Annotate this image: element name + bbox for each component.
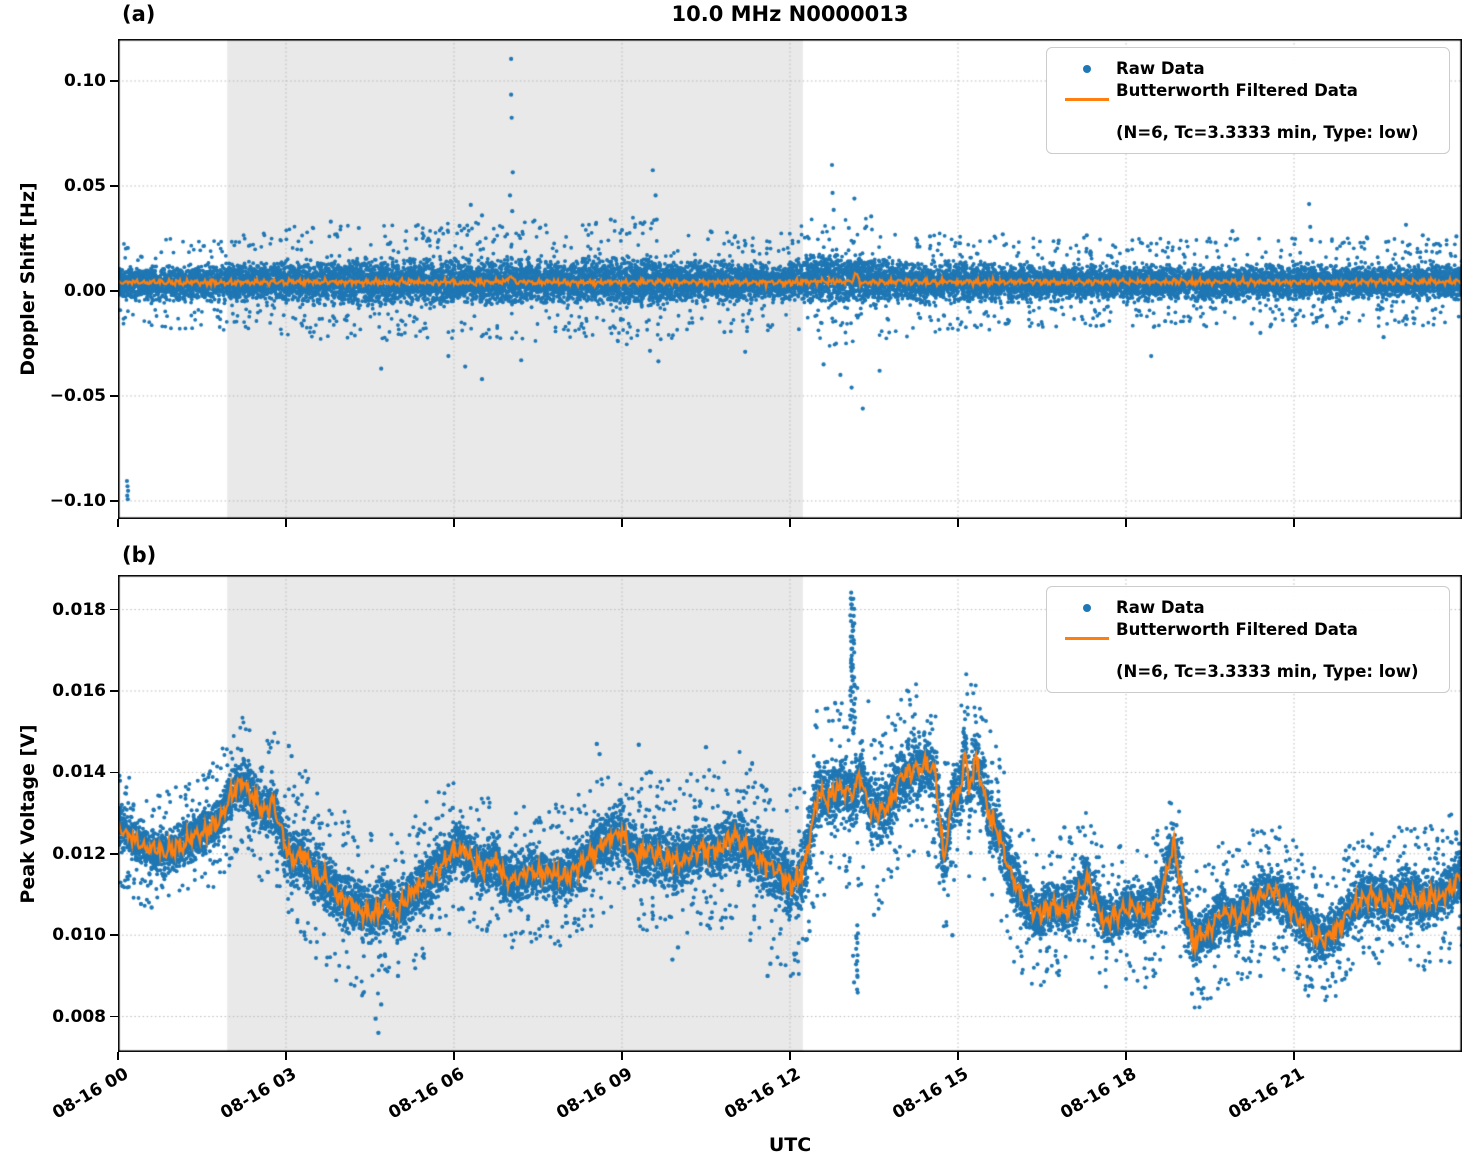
x-tick-label: 08-16 09 [553, 1064, 636, 1124]
y-tick-label: 0.016 [52, 680, 106, 701]
legend-filtered-row: Butterworth Filtered Data (N=6, Tc=3.333… [1058, 80, 1438, 143]
legend-filtered-row: Butterworth Filtered Data (N=6, Tc=3.333… [1058, 619, 1438, 682]
x-tick-mark [789, 519, 791, 527]
x-axis-label: UTC [768, 1134, 812, 1156]
y-tick-label: 0.00 [64, 280, 106, 301]
legend-raw-row: Raw Data [1058, 597, 1438, 618]
x-tick-label: 08-16 15 [889, 1064, 972, 1124]
y-tick-label: 0.05 [64, 175, 106, 196]
x-tick-mark [117, 519, 119, 527]
y-tick-label: −0.05 [49, 385, 106, 406]
x-tick-label: 08-16 12 [721, 1064, 804, 1124]
x-tick-mark [453, 1052, 455, 1060]
x-tick-label: 08-16 18 [1057, 1064, 1140, 1124]
y-tick-mark [110, 1015, 118, 1018]
x-tick-mark [453, 519, 455, 527]
x-tick-mark [1293, 519, 1295, 527]
y-tick-label: 0.018 [52, 599, 106, 620]
y-tick-label: 0.014 [52, 762, 106, 783]
legend-filtered-label-line1: Butterworth Filtered Data [1116, 81, 1358, 100]
x-tick-label: 08-16 21 [1225, 1064, 1308, 1124]
y-tick-mark [110, 290, 118, 292]
x-tick-label: 08-16 03 [217, 1064, 300, 1124]
legend-filtered-label-line2: (N=6, Tc=3.3333 min, Type: low) [1116, 662, 1419, 681]
x-tick-mark [1125, 519, 1127, 527]
x-tick-label: 08-16 06 [385, 1064, 468, 1124]
raw-data-marker-icon [1058, 58, 1116, 79]
y-tick-mark [110, 185, 118, 187]
x-tick-mark [285, 519, 287, 527]
legend-raw-row: Raw Data [1058, 58, 1438, 79]
panel-b-label: (b) [122, 543, 157, 567]
panel-a-label: (a) [122, 2, 156, 26]
legend-filtered-label-line2: (N=6, Tc=3.3333 min, Type: low) [1116, 123, 1419, 142]
legend-raw-label: Raw Data [1116, 59, 1205, 78]
filtered-line-marker-icon [1058, 619, 1116, 649]
filtered-line-marker-icon [1058, 80, 1116, 110]
legend-raw-label: Raw Data [1116, 598, 1205, 617]
x-tick-label: 08-16 00 [49, 1064, 132, 1124]
x-tick-mark [957, 519, 959, 527]
x-tick-mark [621, 519, 623, 527]
figure-title: 10.0 MHz N0000013 [671, 2, 909, 26]
y-tick-mark [110, 608, 118, 611]
y-tick-mark [110, 853, 118, 855]
y-tick-mark [110, 395, 118, 397]
x-tick-mark [1293, 1052, 1295, 1060]
legend-filtered-label: Butterworth Filtered Data (N=6, Tc=3.333… [1116, 619, 1419, 682]
y-tick-mark [110, 771, 118, 774]
raw-data-marker-icon [1058, 597, 1116, 618]
x-tick-mark [1125, 1052, 1127, 1060]
panel-a-legend: Raw Data Butterworth Filtered Data (N=6,… [1046, 47, 1450, 154]
panel-b-legend: Raw Data Butterworth Filtered Data (N=6,… [1046, 586, 1450, 693]
legend-filtered-label-line1: Butterworth Filtered Data [1116, 620, 1358, 639]
x-tick-mark [789, 1052, 791, 1060]
x-tick-mark [285, 1052, 287, 1060]
x-tick-mark [117, 1052, 119, 1060]
y-tick-label: 0.10 [64, 70, 106, 91]
y-tick-mark [110, 690, 118, 692]
legend-filtered-label: Butterworth Filtered Data (N=6, Tc=3.333… [1116, 80, 1419, 143]
panel-b-y-axis-label: Peak Voltage [V] [17, 724, 39, 904]
x-tick-mark [957, 1052, 959, 1060]
y-tick-mark [110, 80, 118, 82]
y-tick-label: 0.008 [52, 1006, 106, 1027]
y-tick-label: −0.10 [49, 490, 106, 511]
y-tick-mark [110, 934, 118, 937]
y-tick-mark [110, 500, 118, 502]
y-tick-label: 0.012 [52, 843, 106, 864]
y-tick-label: 0.010 [52, 925, 106, 946]
x-tick-mark [621, 1052, 623, 1060]
